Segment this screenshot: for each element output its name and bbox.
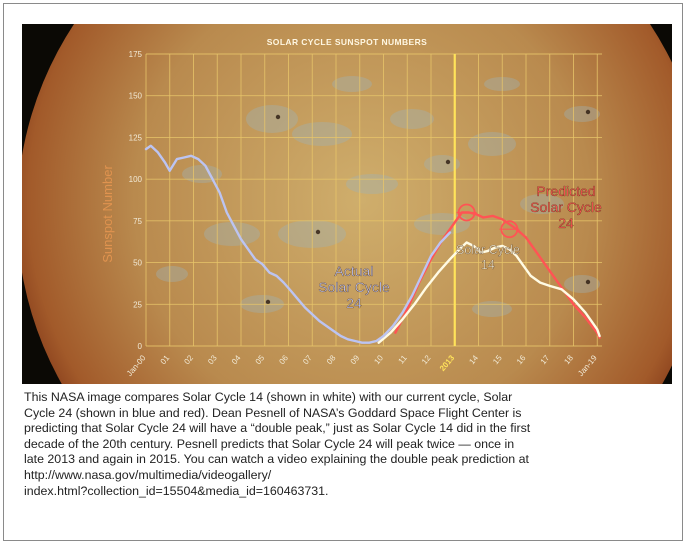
sunspot-region (246, 105, 298, 133)
sun-disk (22, 24, 672, 384)
sunspot-region (468, 132, 516, 156)
y-tick-labels: 0 25 50 75 100 125 150 175 (129, 50, 143, 351)
series-line-actual (144, 144, 452, 344)
sunspot (585, 109, 591, 115)
series-label-predicted: Predicted (536, 183, 595, 199)
sunspot-region (292, 122, 352, 146)
chart-series (144, 144, 601, 344)
y-tick-label: 25 (133, 300, 142, 309)
y-tick-label: 50 (133, 259, 142, 268)
y-tick-label: 150 (129, 92, 143, 101)
figure-frame: 0 25 50 75 100 125 150 175 Jan-00 01 02 03 04 05 06 07… (3, 3, 683, 541)
peak-markers (456, 203, 520, 239)
sunspot-texture (156, 76, 600, 317)
series-label-actual: 24 (346, 295, 362, 311)
series-label-predicted: Solar Cycle (530, 199, 602, 215)
chart-grid (145, 53, 602, 347)
y-tick-label: 125 (129, 133, 143, 142)
caption-text: This NASA image compares Solar Cycle 14 … (24, 390, 531, 498)
series-label-predicted: 24 (558, 215, 574, 231)
series-label-cycle14: Solar Cycle (456, 243, 520, 257)
sunspot-region (472, 301, 512, 317)
y-tick-label: 175 (129, 50, 143, 59)
sunspot-region (390, 109, 434, 129)
sunspot (275, 114, 281, 120)
y-tick-label: 100 (129, 175, 143, 184)
series-label-cycle14: 14 (481, 258, 495, 272)
sunspot-region (204, 222, 260, 246)
series-label-actual: Actual (335, 263, 374, 279)
sunspot-region (156, 266, 188, 282)
sunspot-region (414, 213, 470, 235)
sunspot (265, 299, 271, 305)
series-label-actual: Solar Cycle (318, 279, 390, 295)
y-axis-label: Sunspot Number (100, 165, 115, 263)
sunspot-region (564, 275, 600, 293)
sunspot-region (424, 155, 460, 173)
figure-caption: This NASA image compares Solar Cycle 14 … (24, 390, 674, 499)
y-tick-label: 0 (138, 342, 143, 351)
sunspot (445, 159, 451, 165)
y-tick-label: 75 (133, 217, 142, 226)
sunspot-region (564, 106, 600, 122)
sunspot-region (346, 174, 398, 194)
sunspot-region (332, 76, 372, 92)
sunspot-region (520, 194, 564, 214)
sunspot (585, 279, 591, 285)
solar-cycle-chart: 0 25 50 75 100 125 150 175 Jan-00 01 02 03 04 05 06 07… (22, 24, 672, 384)
chart-title: SOLAR CYCLE SUNSPOT NUMBERS (267, 37, 428, 47)
series-line-cycle14 (377, 241, 601, 344)
sunspot-region (182, 165, 222, 183)
sunspot (315, 229, 321, 235)
